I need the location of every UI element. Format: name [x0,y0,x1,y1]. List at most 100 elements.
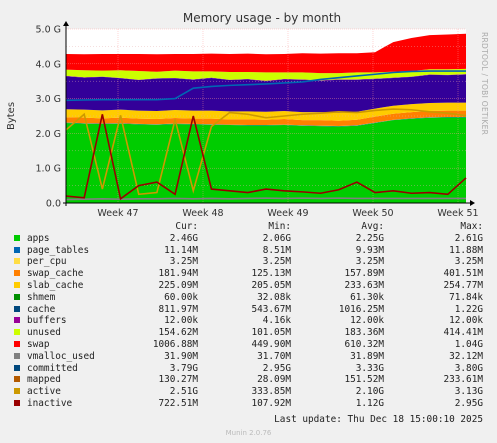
legend-cur: 11.14M [164,244,198,256]
x-tick-label: Week 48 [182,208,223,219]
legend-max: 12.00k [449,315,483,327]
legend-avg: 151.52M [344,374,384,386]
legend-cur: 31.90M [164,350,198,362]
legend-swatch [14,352,20,359]
legend-name: committed [27,362,78,374]
legend-min: 543.67M [251,303,291,315]
legend-min: 2.95G [262,362,291,374]
legend-avg: 2.25G [355,232,384,244]
legend-name: buffers [27,315,67,327]
legend-cur: 2.46G [169,232,198,244]
legend-avg: 3.33G [355,362,384,374]
legend-min: 32.08k [257,291,291,303]
legend-row: committed 3.79G 2.95G 3.33G 3.80G [14,363,484,375]
header-min: Min: [268,221,291,232]
legend-row: unused 154.62M 101.05M 183.36M 414.41M [14,327,484,339]
legend-name: swap [27,338,50,350]
y-axis-label: Bytes [6,102,17,130]
x-tick-label: Week 49 [267,208,308,219]
legend-row: vmalloc_used 31.90M 31.70M 31.89M 32.12M [14,351,484,363]
legend-cur: 225.09M [158,279,198,291]
legend-row: swap 1006.88M 449.90M 610.32M 1.04G [14,339,484,351]
legend-name: apps [27,232,50,244]
legend-swatch [14,364,20,371]
area-cache [66,74,466,113]
line-series [65,70,467,201]
legend-max: 1.22G [454,303,483,315]
legend-cur: 130.27M [158,374,198,386]
header-avg: Avg: [361,221,384,232]
legend-avg: 1.12G [355,397,384,409]
legend-cur: 154.62M [158,327,198,339]
generator-label: Munin 2.0.76 [225,429,272,437]
x-axis-arrow [470,200,475,206]
legend-min: 205.05M [251,279,291,291]
memory-chart: Memory usage - by month Bytes RRDTOOL / … [6,11,489,219]
legend-swatch [14,270,20,277]
legend-max: 71.84k [449,291,483,303]
chart-title: Memory usage - by month [183,11,341,25]
legend-name: vmalloc_used [27,350,95,362]
legend-row: shmem 60.00k 32.08k 61.30k 71.84k [14,292,484,304]
y-tick-label: 1.0 G [36,164,62,175]
legend-max: 414.41M [443,327,483,339]
legend-swatch [14,305,20,312]
legend-avg: 12.00k [350,315,384,327]
legend-row: slab_cache 225.09M 205.05M 233.63M 254.77M [14,280,484,292]
area-buffers [66,74,466,82]
header-max: Max: [460,221,483,232]
legend-swatch [14,281,20,288]
legend-table: Cur: Min: Avg: Max: apps 2.46G 2.06G 2.25G 2… [14,221,484,410]
legend-cur: 722.51M [158,397,198,409]
legend-cur: 3.79G [169,362,198,374]
legend-rows: apps 2.46G 2.06G 2.25G 2.61G page_tables 11.14… [14,233,484,410]
legend-swatch [14,340,20,347]
area-unused [66,68,466,81]
stacked-areas [66,33,466,203]
legend-cur: 1006.88M [152,338,198,350]
legend-max: 254.77M [443,279,483,291]
legend-name: swap_cache [27,268,84,280]
y-tick-label: 4.0 G [36,59,62,70]
y-axis-arrow [63,21,69,26]
legend-min: 4.16k [262,315,291,327]
legend-cur: 2.51G [169,386,198,398]
legend-cur: 3.25M [169,256,198,268]
legend-max: 11.88M [449,244,483,256]
legend-avg: 1016.25M [338,303,384,315]
legend-min: 31.70M [257,350,291,362]
legend-row: buffers 12.00k 4.16k 12.00k 12.00k [14,315,484,327]
area-apps [66,117,466,203]
legend-row: inactive 722.51M 107.92M 1.12G 2.95G [14,398,484,410]
line-mapped [65,197,466,201]
x-tick-label: Week 50 [352,208,393,219]
legend-name: slab_cache [27,279,84,291]
legend-min: 3.25M [262,256,291,268]
line-active [65,108,467,196]
legend-swatch [14,376,20,383]
line-committed [65,70,466,102]
legend-swatch [14,258,20,265]
legend-max: 1.04G [454,338,483,350]
legend-swatch [14,329,20,336]
legend-max: 401.51M [443,268,483,280]
legend-min: 2.06G [262,232,291,244]
rrdtool-watermark: RRDTOOL / TOBI OETIKER [480,32,489,135]
legend-swatch [14,399,20,406]
legend-avg: 9.93M [355,244,384,256]
legend-row: cache 811.97M 543.67M 1016.25M 1.22G [14,304,484,316]
legend-swatch [14,388,20,395]
legend-min: 449.90M [251,338,291,350]
legend-min: 107.92M [251,397,291,409]
legend-name: shmem [27,291,56,303]
x-tick-label: Week 47 [97,208,138,219]
legend-name: mapped [27,374,61,386]
legend-min: 125.13M [251,268,291,280]
x-tick-label: Week 51 [437,208,478,219]
legend-avg: 2.10G [355,386,384,398]
legend-row: per_cpu 3.25M 3.25M 3.25M 3.25M [14,256,484,268]
y-tick-label: 3.0 G [36,94,62,105]
legend-avg: 183.36M [344,327,384,339]
legend-avg: 3.25M [355,256,384,268]
area-swap [66,33,466,74]
